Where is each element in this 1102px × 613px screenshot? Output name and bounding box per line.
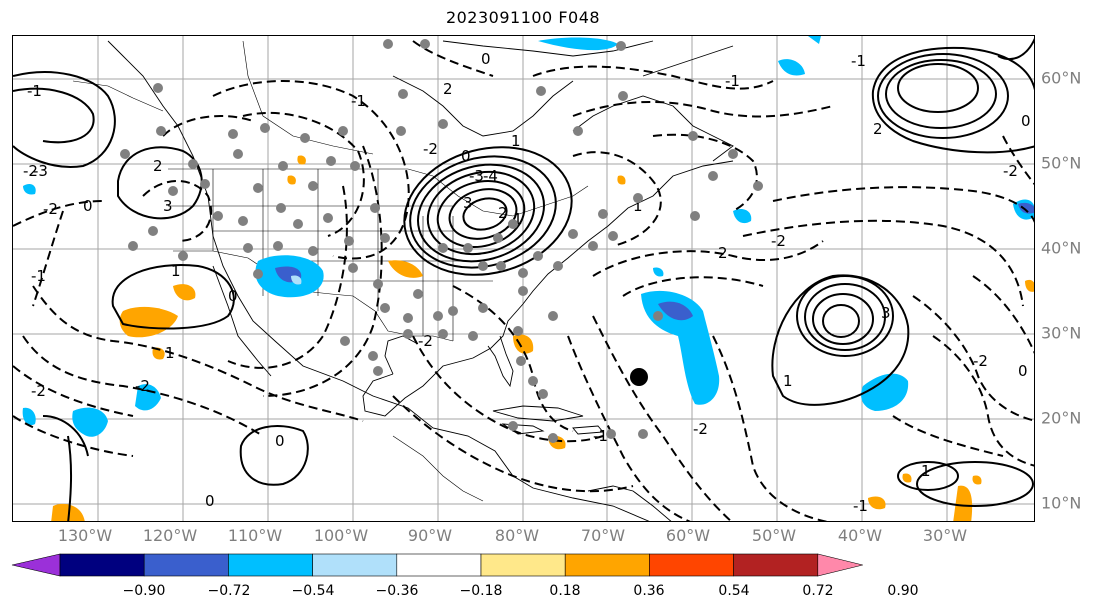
colorbar-segment bbox=[649, 553, 734, 577]
contour-label: 0 bbox=[275, 432, 285, 450]
colorbar-tick: −0.72 bbox=[207, 583, 251, 599]
contour-label: 3 bbox=[881, 304, 891, 322]
lat-label: 60°N bbox=[1041, 68, 1082, 88]
contour-label: -1 bbox=[593, 427, 608, 445]
contour-label: 1 bbox=[513, 210, 523, 228]
lon-label: 130°W bbox=[57, 526, 113, 545]
lon-label: 100°W bbox=[313, 526, 369, 545]
contour-label: 1 bbox=[921, 462, 931, 480]
contour-label: -2 bbox=[43, 200, 58, 218]
contour-label: 0 bbox=[1018, 362, 1028, 380]
contour-label: 2 bbox=[443, 80, 453, 98]
contour-label: -2 bbox=[771, 232, 786, 250]
colorbar-segment bbox=[564, 553, 650, 577]
contour-label: 3 bbox=[463, 194, 473, 212]
contour-label: 0 bbox=[481, 50, 491, 68]
lon-label: 50°W bbox=[751, 526, 797, 545]
contour-label: -2 bbox=[1003, 162, 1018, 180]
colorbar-tick: 0.90 bbox=[887, 583, 919, 599]
negative-contours bbox=[13, 40, 1034, 521]
lat-label: 50°N bbox=[1041, 153, 1082, 173]
coastlines bbox=[107, 40, 734, 521]
lon-label: 90°W bbox=[407, 526, 453, 545]
colorbar-segment bbox=[143, 553, 229, 577]
plot-title: 2023091100 F048 bbox=[445, 8, 601, 27]
contour-label: -2 bbox=[973, 352, 988, 370]
contour-label: -1 bbox=[351, 92, 366, 110]
contour-label: 0 bbox=[205, 492, 215, 510]
contour-label: -2 bbox=[418, 332, 433, 350]
lat-label: 40°N bbox=[1041, 238, 1082, 258]
contour-label: 0 bbox=[461, 147, 471, 165]
contour-label: -2 bbox=[693, 420, 708, 438]
colorbar-segment bbox=[59, 553, 145, 577]
contour-label: 2 bbox=[718, 244, 728, 262]
shaded-field bbox=[22, 36, 1034, 521]
colorbar-tick: 0.54 bbox=[718, 583, 750, 599]
lon-label: 70°W bbox=[580, 526, 626, 545]
lon-label: 120°W bbox=[142, 526, 198, 545]
contour-label: -1 bbox=[853, 497, 868, 515]
contour-label: -2 bbox=[23, 162, 38, 180]
lat-label: 20°N bbox=[1041, 408, 1082, 428]
map-svg: -1 -2 -3 -2 0 2 3 1 0 -2 -1 -2 0 1 -1 -3… bbox=[13, 36, 1034, 521]
contour-label: 0 bbox=[228, 287, 238, 305]
contour-label: -2 bbox=[31, 382, 46, 400]
colorbar-tick: 0.36 bbox=[633, 583, 665, 599]
lon-label: 110°W bbox=[227, 526, 283, 545]
contour-label: -1 bbox=[31, 267, 46, 285]
contour-label: -1 bbox=[27, 82, 42, 100]
colorbar-tick: 0.72 bbox=[802, 583, 834, 599]
contour-label: 2 bbox=[873, 120, 883, 138]
contour-label: -3 bbox=[33, 162, 48, 180]
colorbar-segment bbox=[228, 553, 313, 577]
lon-label: 40°W bbox=[837, 526, 883, 545]
lon-label: 30°W bbox=[922, 526, 968, 545]
colorbar-tick: −0.54 bbox=[291, 583, 335, 599]
lon-label: 60°W bbox=[665, 526, 711, 545]
contour-label: 0 bbox=[83, 197, 93, 215]
contour-label: -3 bbox=[469, 167, 484, 185]
contour-label: 2 bbox=[153, 157, 163, 175]
contour-label: 1 bbox=[633, 197, 643, 215]
station-markers bbox=[120, 39, 763, 443]
contour-label: 1 bbox=[783, 372, 793, 390]
colorbar-segment bbox=[396, 553, 482, 577]
contour-labels: -1 -2 -3 -2 0 2 3 1 0 -2 -1 -2 0 1 -1 -3… bbox=[23, 50, 1031, 515]
lat-label: 30°N bbox=[1041, 323, 1082, 343]
colorbar-tick: 0.18 bbox=[549, 583, 581, 599]
contour-label: -1 bbox=[725, 72, 740, 90]
contour-label: -1 bbox=[851, 52, 866, 70]
colorbar-segment bbox=[312, 553, 398, 577]
graticule bbox=[13, 36, 1034, 521]
colorbar-tick: −0.18 bbox=[459, 583, 503, 599]
colorbar-extend-max bbox=[817, 553, 863, 577]
lat-label: 10°N bbox=[1041, 493, 1082, 513]
colorbar bbox=[11, 553, 863, 577]
contour-label: -4 bbox=[483, 167, 498, 185]
contour-label: 3 bbox=[163, 197, 173, 215]
map-panel: -1 -2 -3 -2 0 2 3 1 0 -2 -1 -2 0 1 -1 -3… bbox=[12, 35, 1035, 522]
storm-center-marker bbox=[630, 368, 648, 386]
contour-label: -2 bbox=[135, 377, 150, 395]
contour-label: 2 bbox=[498, 204, 508, 222]
lon-label: 80°W bbox=[494, 526, 540, 545]
positive-contours bbox=[13, 37, 1034, 521]
contour-label: 1 bbox=[171, 262, 181, 280]
colorbar-extend-min bbox=[11, 553, 61, 577]
contour-label: 0 bbox=[1021, 112, 1031, 130]
contour-label: -2 bbox=[423, 140, 438, 158]
colorbar-segment bbox=[480, 553, 566, 577]
contour-label: 1 bbox=[165, 344, 175, 362]
colorbar-tick: −0.36 bbox=[375, 583, 419, 599]
colorbar-tick: −0.90 bbox=[122, 583, 166, 599]
contour-label: 1 bbox=[511, 132, 521, 150]
political-borders bbox=[72, 40, 589, 502]
colorbar-segment bbox=[733, 553, 819, 577]
